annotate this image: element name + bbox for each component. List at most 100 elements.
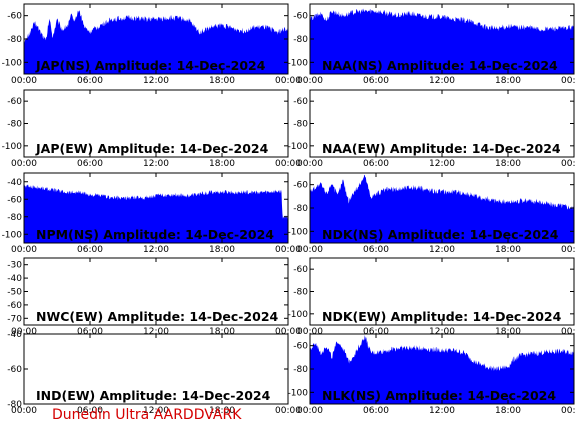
y-tick-label: -60 [7,195,22,205]
panel-title: NPM(NS) Amplitude: 14-Dec-2024 [36,227,274,242]
x-tick-label: 00:00 [11,327,37,337]
x-tick-label: 00:00 [561,406,576,416]
y-tick-label: -60 [293,342,308,352]
x-tick-label: 12:00 [429,327,455,337]
y-tick-label: -80 [293,35,308,45]
x-tick-label: 00:00 [561,76,576,86]
panel-title: JAP(NS) Amplitude: 14-Dec-2024 [35,58,266,73]
y-tick-label: -50 [7,288,22,298]
panel-7: -30 -40 -50 -60 -70 00:00 06:00 12:00 18:00 00:00… [7,257,301,337]
x-tick-label: 00:00 [11,76,37,86]
y-tick-label: -40 [7,330,22,340]
x-tick-label: 06:00 [363,327,389,337]
panel-title: NAA(EW) Amplitude: 14-Dec-2024 [322,141,561,156]
x-tick-label: 00:00 [297,327,323,337]
y-tick-label: -60 [293,265,308,275]
x-tick-label: 12:00 [429,159,455,169]
panel-title: IND(EW) Amplitude: 14-Dec-2024 [36,388,271,403]
x-tick-label: 12:00 [143,159,169,169]
x-tick-label: 18:00 [209,76,235,86]
y-tick-label: -40 [7,274,22,284]
x-tick-label: 06:00 [363,406,389,416]
x-tick-label: 00:00 [561,327,576,337]
y-tick-label: -100 [2,230,23,240]
x-tick-label: 12:00 [143,76,169,86]
y-tick-label: -70 [7,314,22,324]
x-tick-label: 00:00 [275,245,301,255]
panel-title: NWC(EW) Amplitude: 14-Dec-2024 [36,309,279,324]
y-tick-label: -80 [7,213,22,223]
x-tick-label: 18:00 [209,245,235,255]
y-tick-label: -60 [7,365,22,375]
x-tick-label: 18:00 [495,406,521,416]
panel-3: -60 -80 -100 00:00 06:00 12:00 18:00 00:00 JAP(E… [2,89,301,169]
y-tick-label: -100 [288,227,309,237]
x-tick-label: 18:00 [495,327,521,337]
y-tick-label: -100 [288,142,309,152]
y-tick-label: -80 [293,120,308,130]
x-tick-label: 00:00 [275,159,301,169]
x-tick-label: 00:00 [297,159,323,169]
panel-title: NDK(NS) Amplitude: 14-Dec-2024 [322,227,559,242]
amplitude-area [310,8,574,74]
amplitude-area [24,10,288,75]
x-tick-label: 18:00 [495,245,521,255]
x-tick-label: 00:00 [11,159,37,169]
x-tick-label: 00:00 [297,406,323,416]
y-tick-label: -100 [288,58,309,68]
x-tick-label: 12:00 [143,406,169,416]
x-tick-label: 00:00 [297,76,323,86]
y-tick-label: -80 [7,35,22,45]
x-tick-label: 06:00 [77,159,103,169]
x-tick-label: 06:00 [77,327,103,337]
x-tick-label: 12:00 [429,245,455,255]
x-tick-label: 06:00 [77,245,103,255]
y-tick-label: -100 [288,388,309,398]
x-tick-label: 18:00 [209,406,235,416]
amplitude-area [310,334,574,404]
y-tick-label: -40 [7,178,22,188]
x-tick-label: 18:00 [495,159,521,169]
y-tick-label: -80 [7,400,22,410]
y-tick-label: -60 [293,181,308,191]
panel-6: -60-80-10000:0006:0012:0018:0000:00NDK(N… [288,172,576,255]
panel-1: -60 -80 -100 00:00 06:00 12:00 18:00 00:00 JAP(N… [2,3,301,86]
y-tick-label: -60 [7,12,22,22]
y-tick-label: -60 [7,301,22,311]
y-tick-label: -60 [7,97,22,107]
x-tick-label: 00:00 [275,406,301,416]
x-tick-label: 18:00 [495,76,521,86]
x-tick-label: 06:00 [77,76,103,86]
y-tick-label: -60 [293,97,308,107]
x-tick-label: 00:00 [561,159,576,169]
x-tick-label: 00:00 [561,245,576,255]
x-tick-label: 00:00 [11,406,37,416]
x-tick-label: 12:00 [143,245,169,255]
amplitude-area [310,174,574,243]
panel-title: JAP(EW) Amplitude: 14-Dec-2024 [35,141,269,156]
y-tick-label: -100 [2,58,23,68]
y-tick-label: -30 [7,261,22,271]
footer-label: Dunedin Ultra AARDDVARK [52,407,242,423]
x-tick-label: 18:00 [209,159,235,169]
y-tick-label: -80 [293,288,308,298]
x-tick-label: 12:00 [429,76,455,86]
x-tick-label: 12:00 [429,406,455,416]
y-tick-label: -80 [293,204,308,214]
panel-10: -60 -80 -100 00:00 06:00 12:00 18:00 00:00 NLK(N… [288,333,576,416]
amplitude-area [24,184,288,243]
y-tick-label: -60 [293,12,308,22]
x-tick-label: 00:00 [11,245,37,255]
panel-2: -60-80-10000:0006:0012:0018:0000:00NAA(N… [288,3,576,86]
x-tick-label: 12:00 [143,327,169,337]
x-tick-label: 06:00 [363,159,389,169]
panel-8: -60 -80 -100 00:00 06:00 12:00 18:00 00:00 NDK(E… [288,257,576,337]
panel-4: -60-80-10000:0006:0012:0018:0000:00NAA(E… [288,89,576,169]
x-tick-label: 18:00 [209,327,235,337]
x-tick-label: 06:00 [363,76,389,86]
x-tick-label: 06:00 [77,406,103,416]
x-tick-label: 00:00 [275,76,301,86]
